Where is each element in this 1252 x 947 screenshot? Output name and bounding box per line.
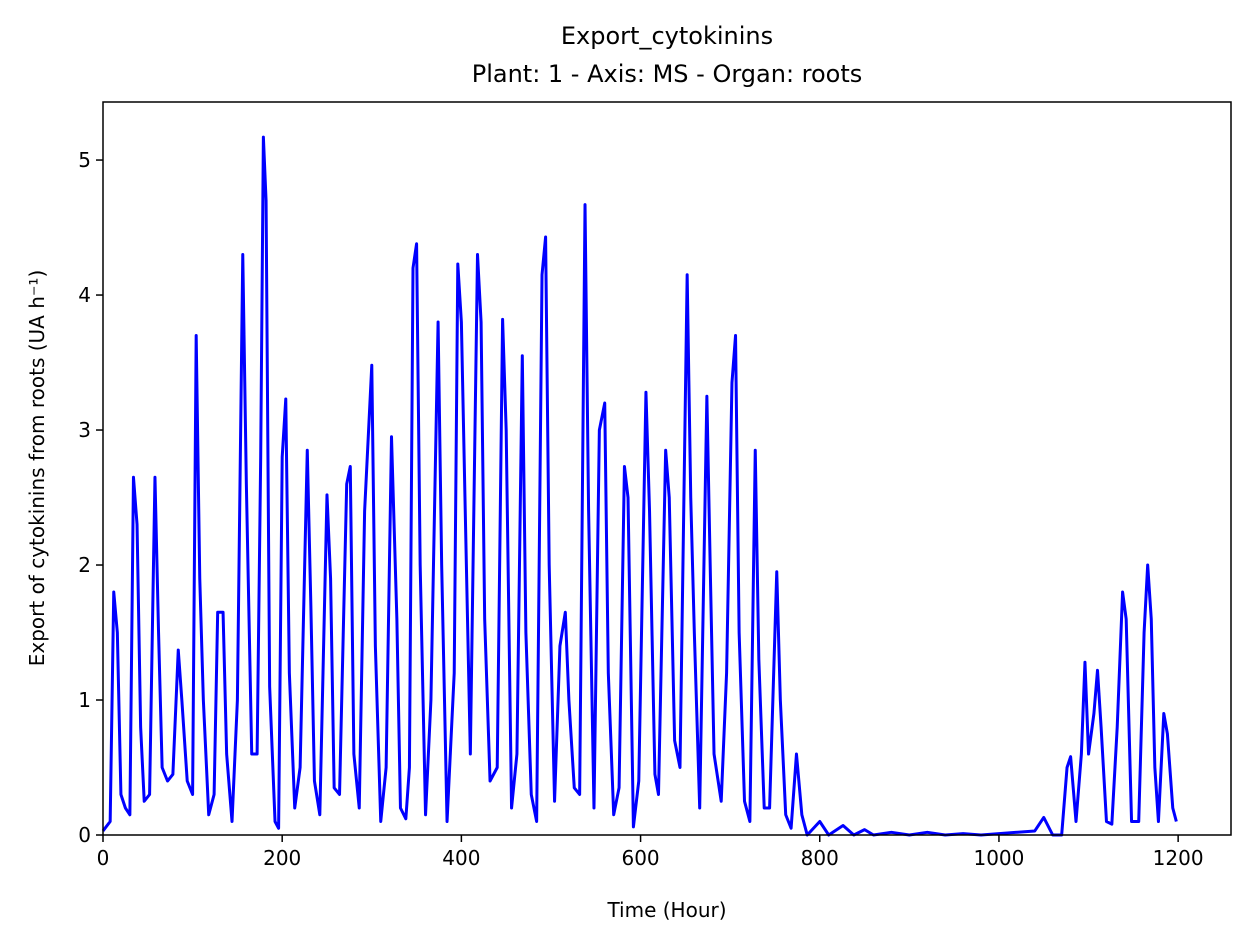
x-tick-label: 1200 xyxy=(1153,846,1204,870)
x-axis-label: Time (Hour) xyxy=(606,898,726,922)
x-tick-label: 800 xyxy=(801,846,839,870)
x-tick-label: 400 xyxy=(442,846,480,870)
x-tick-label: 600 xyxy=(621,846,659,870)
y-tick-label: 2 xyxy=(78,553,91,577)
y-axis-label: Export of cytokinins from roots (UA h⁻¹) xyxy=(25,270,49,667)
y-tick-label: 0 xyxy=(78,823,91,847)
data-line xyxy=(101,135,1178,837)
y-tick-label: 3 xyxy=(78,418,91,442)
x-tick-label: 1000 xyxy=(973,846,1024,870)
x-tick-label: 200 xyxy=(263,846,301,870)
x-tick-label: 0 xyxy=(97,846,110,870)
chart-title: Export_cytokinins xyxy=(561,22,773,50)
y-tick-label: 4 xyxy=(78,283,91,307)
plot-frame xyxy=(102,101,1232,836)
chart-subtitle: Plant: 1 - Axis: MS - Organ: roots xyxy=(472,60,863,88)
y-tick-label: 1 xyxy=(78,688,91,712)
y-tick-label: 5 xyxy=(78,148,91,172)
